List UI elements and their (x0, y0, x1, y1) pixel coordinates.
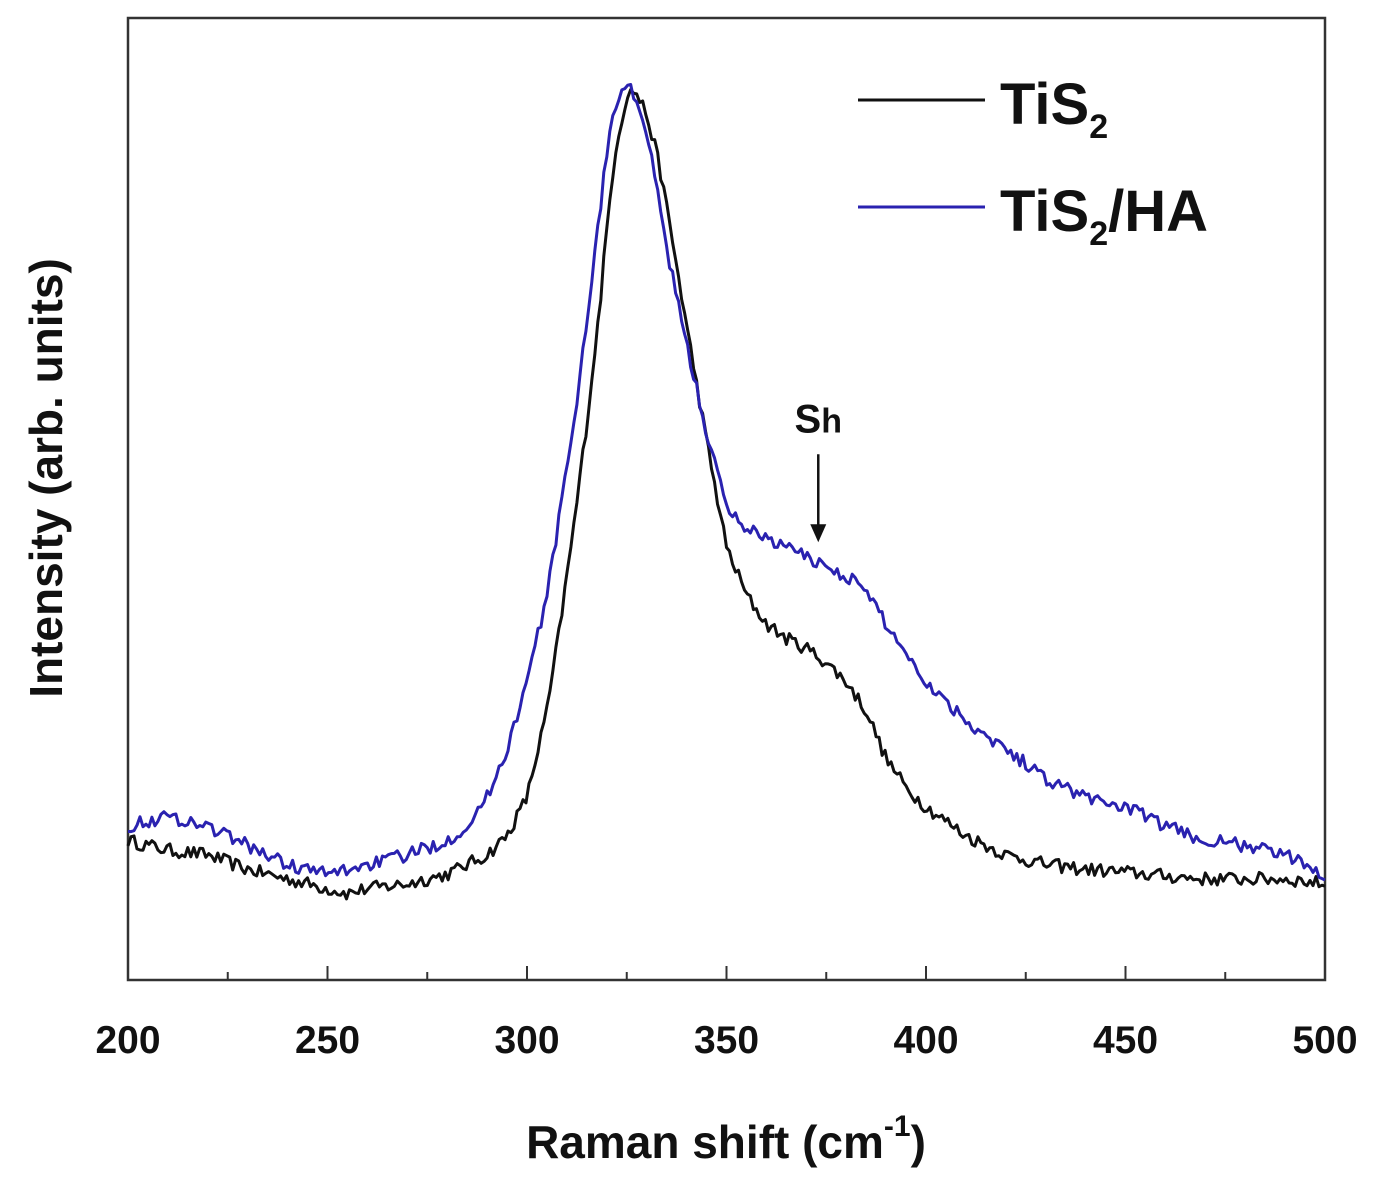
x-tick-label-500: 500 (1292, 1019, 1357, 1062)
x-axis-title: Raman shift (cm-1) (526, 1110, 926, 1168)
annotation-label-0: Sh (795, 397, 842, 441)
x-tick-label-250: 250 (295, 1019, 360, 1062)
x-tick-label-400: 400 (893, 1019, 958, 1062)
legend: TiS2 TiS2/HA (858, 72, 1208, 253)
x-axis-ticks (127, 966, 1326, 980)
y-axis-title: Intensity (arb. units) (20, 258, 72, 698)
legend-label-tis2: TiS2 (1000, 72, 1108, 146)
plot-frame (126, 16, 1327, 982)
x-axis-tick-labels: 200 250 300 350 400 450 500 (95, 1019, 1357, 1062)
x-tick-label-300: 300 (494, 1019, 559, 1062)
x-tick-label-200: 200 (95, 1019, 160, 1062)
series-line-tis2 (126, 88, 1326, 901)
legend-label-tis2-ha: TiS2/HA (1000, 179, 1208, 253)
series-layer (126, 83, 1326, 901)
annotation-arrow-head-0 (810, 524, 827, 543)
x-tick-label-350: 350 (694, 1019, 759, 1062)
x-tick-label-450: 450 (1093, 1019, 1158, 1062)
annotation-layer: Sh (795, 397, 842, 543)
series-line-tis2-ha (127, 83, 1326, 882)
